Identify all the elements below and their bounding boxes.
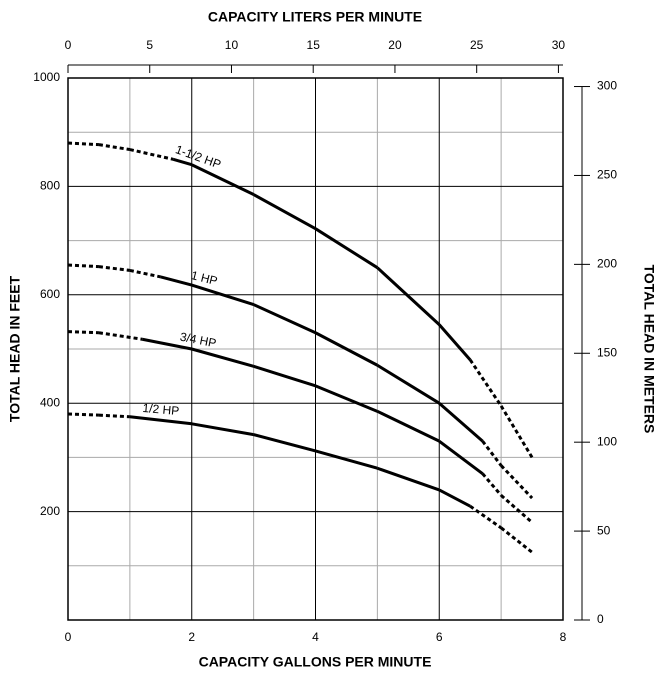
curve-label: 3/4 HP (179, 330, 218, 351)
pump-curve-segment (253, 433, 316, 453)
right-tick-label: 0 (597, 612, 604, 626)
top-axis-title: CAPACITY LITERS PER MINUTE (208, 9, 422, 25)
y-tick-label: 400 (40, 395, 60, 409)
pump-curve-segment (252, 193, 317, 230)
pump-curve-segment (438, 488, 471, 508)
pump-curve-segment (98, 143, 131, 152)
x-tick-label: 8 (560, 630, 567, 644)
pump-curve-segment (160, 275, 193, 287)
pump-curve-segment (376, 363, 441, 405)
x-tick-label: 2 (188, 630, 195, 644)
pump-curve-segment (67, 141, 100, 147)
pump-curve-segment (129, 415, 192, 426)
y-tick-label: 600 (40, 287, 60, 301)
pump-curve-segment (469, 504, 502, 530)
pump-curve-segment (191, 422, 254, 437)
pump-curve-segment (500, 494, 534, 524)
pump-curve-segment (98, 265, 131, 272)
top-tick-label: 20 (388, 38, 402, 52)
pump-curve-segment (98, 413, 130, 419)
y-tick-label: 200 (40, 504, 60, 518)
pump-curve-segment (191, 283, 255, 306)
top-tick-label: 25 (470, 38, 484, 52)
pump-curve-segment (172, 157, 193, 167)
right-tick-label: 150 (597, 345, 617, 359)
x-tick-label: 6 (436, 630, 443, 644)
y-tick-label: 800 (40, 179, 60, 193)
curve-label: 1 HP (190, 268, 219, 288)
curve-label: 1/2 HP (142, 401, 180, 418)
pump-curve-segment (141, 337, 193, 351)
right-tick-label: 250 (597, 168, 617, 182)
pump-curve-segment (129, 148, 174, 161)
right-tick-label: 50 (597, 523, 611, 537)
pump-curve-segment (468, 359, 503, 407)
pump-curve-segment (376, 266, 441, 326)
pump-curve-segment (481, 472, 503, 497)
right-tick-label: 200 (597, 257, 617, 271)
pump-curve-segment (253, 303, 317, 335)
right-tick-label: 300 (597, 79, 617, 93)
pump-curve-segment (438, 439, 484, 475)
pump-curve-segment (67, 330, 99, 335)
x-tick-label: 4 (312, 630, 319, 644)
pump-curve-segment (67, 412, 99, 417)
pump-curve-segment (191, 163, 255, 196)
bottom-axis-title: CAPACITY GALLONS PER MINUTE (199, 654, 432, 670)
pump-curve-segment (500, 526, 533, 554)
top-tick-label: 0 (65, 38, 72, 52)
plot-frame (67, 77, 564, 621)
pump-curve-segment (438, 402, 484, 443)
y-tick-label: 1000 (33, 70, 60, 84)
pump-curve-segment (314, 331, 379, 367)
pump-curve-segment (499, 405, 534, 459)
right-tick-label: 100 (597, 434, 617, 448)
left-axis-title: TOTAL HEAD IN FEET (7, 275, 23, 422)
pump-curve-segment (314, 227, 379, 269)
pump-curve-segment (129, 268, 162, 279)
pump-curve-segment (376, 466, 440, 492)
top-tick-label: 5 (146, 38, 153, 52)
pump-curve-segment (253, 364, 316, 388)
top-tick-label: 15 (307, 38, 321, 52)
pump-curve-segment (98, 331, 143, 341)
pump-curve-segment (376, 409, 440, 443)
right-axis-title: TOTAL HEAD IN METERS (641, 265, 654, 434)
pump-curve-segment (438, 323, 472, 361)
pump-curve-segment (67, 263, 100, 269)
pump-curve-segment (191, 347, 255, 368)
top-tick-label: 10 (225, 38, 239, 52)
pump-curve-segment (481, 440, 503, 467)
top-tick-label: 30 (552, 38, 566, 52)
pump-curve-segment (314, 384, 378, 413)
pump-curve-segment (500, 464, 534, 500)
pump-curve-segment (315, 449, 378, 470)
x-tick-label: 0 (65, 630, 72, 644)
